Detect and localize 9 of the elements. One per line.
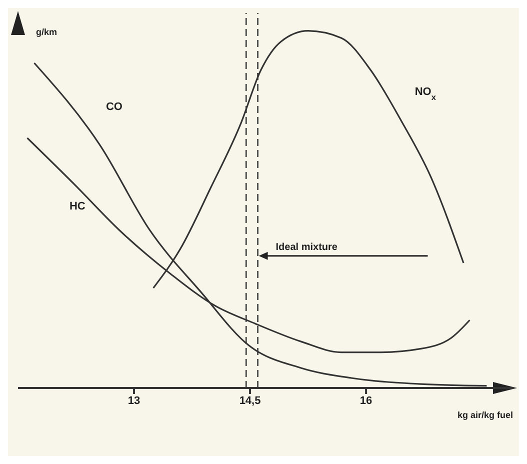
series-label: NO$_{x}$ bbox=[414, 86, 436, 102]
x-tick-label: 13 bbox=[128, 394, 140, 407]
text: CO bbox=[106, 101, 123, 114]
x-tick-label: 16 bbox=[360, 394, 372, 407]
x-tick-label: 14,5 bbox=[239, 394, 261, 407]
ref-line-label: Ideal mixture bbox=[276, 242, 338, 253]
series-label: HC bbox=[69, 200, 86, 212]
y-axis-title: g/km bbox=[36, 27, 58, 37]
x-axis-title: kg air/kg fuel bbox=[457, 410, 513, 420]
